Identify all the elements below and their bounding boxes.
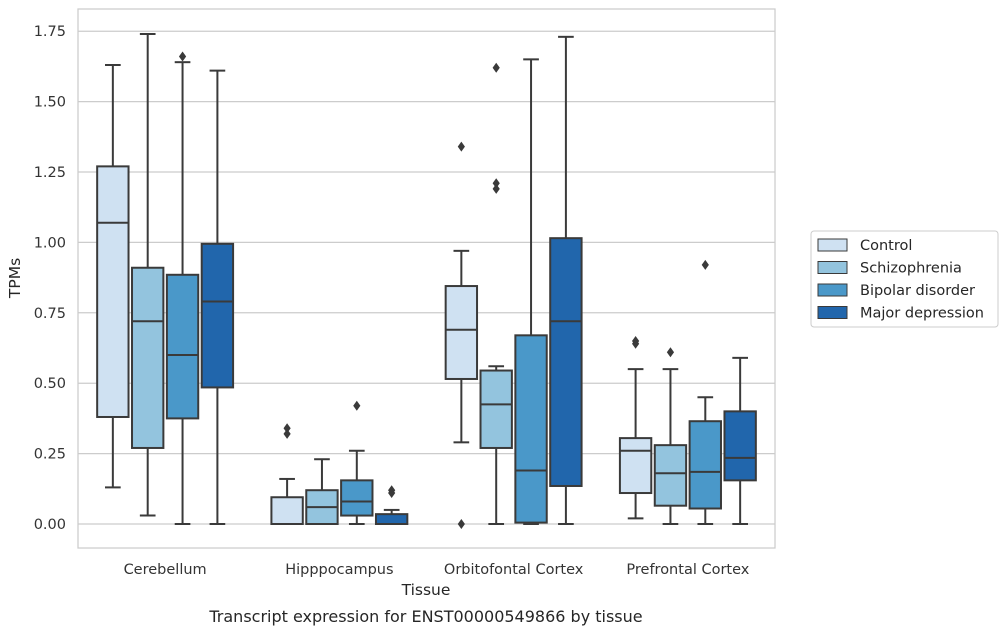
outlier-point [666, 347, 675, 358]
box-control-hipppocampus [270, 423, 304, 525]
plot-frame [77, 8, 776, 549]
legend-swatch [817, 261, 848, 274]
legend-swatch [817, 283, 848, 297]
box-schizophrenia-cerebellum [131, 33, 165, 517]
outlier-point [353, 400, 361, 411]
box-iqr [514, 334, 548, 524]
x-axis-label: Tissue [401, 581, 451, 599]
box-schizophrenia-orbitofontal-cortex [479, 62, 513, 525]
box-iqr [618, 437, 653, 495]
chart-caption: Transcript expression for ENST0000054986… [208, 607, 642, 626]
y-tick-labels: 0.00 0.25 0.50 0.75 1.00 1.25 1.50 1.75 [34, 24, 66, 533]
legend-label: Control [860, 238, 912, 254]
box-bipolar-disorder-orbitofontal-cortex [514, 58, 548, 525]
outlier-point [492, 178, 500, 189]
x-tick-label: Hipppocampus [285, 562, 393, 578]
box-iqr [131, 266, 165, 449]
box-iqr [200, 242, 235, 389]
y-tick-label: 1.50 [34, 95, 66, 111]
outlier-point [632, 335, 640, 346]
box-iqr [479, 369, 513, 449]
box-schizophrenia-prefrontal-cortex [653, 347, 688, 525]
box-iqr [653, 444, 688, 507]
box-iqr [549, 237, 583, 487]
box-control-cerebellum [96, 63, 130, 489]
y-tick-label: 0.50 [34, 376, 66, 392]
box-iqr [688, 420, 722, 510]
box-major-depression-hipppocampus [374, 485, 409, 525]
box-iqr [270, 496, 304, 525]
x-tick-label: Cerebellum [124, 562, 207, 578]
legend-swatch [817, 306, 848, 319]
outlier-point [492, 62, 500, 73]
legend: Control Schizophrenia Bipolar disorder Majo… [810, 230, 999, 328]
y-tick-label: 0.75 [34, 306, 66, 322]
outlier-point [283, 423, 291, 434]
box-bipolar-disorder-prefrontal-cortex [688, 259, 722, 525]
box-control-orbitofontal-cortex [444, 141, 479, 529]
legend-frame [810, 230, 999, 328]
outlier-point [492, 183, 500, 194]
box-major-depression-orbitofontal-cortex [549, 35, 583, 525]
outlier-point [388, 485, 396, 496]
outlier-point [457, 519, 465, 529]
box-iqr [165, 273, 200, 420]
x-tick-label: Prefrontal Cortex [626, 562, 749, 578]
legend-label: Bipolar disorder [860, 283, 975, 299]
box-major-depression-prefrontal-cortex [723, 356, 757, 525]
box-control-prefrontal-cortex [618, 335, 653, 520]
outlier-point [457, 141, 465, 152]
y-tick-label: 1.00 [34, 235, 66, 251]
x-tick-label: Orbitofontal Cortex [444, 562, 584, 578]
y-axis-label: TPMs [6, 258, 24, 299]
boxes [96, 33, 757, 529]
y-tick-label: 0.00 [34, 517, 66, 533]
box-bipolar-disorder-cerebellum [165, 51, 200, 525]
legend-label: Schizophrenia [860, 261, 962, 277]
box-iqr [374, 513, 409, 525]
box-iqr [340, 479, 374, 517]
y-tick-label: 1.75 [34, 24, 66, 40]
legend-swatch [817, 238, 848, 252]
x-tick-labels: Cerebellum Hipppocampus Orbitofontal Corte… [124, 562, 750, 578]
legend-label: Major depression [860, 306, 984, 322]
outlier-point [178, 51, 187, 62]
outlier-point [283, 428, 291, 439]
y-tick-label: 0.25 [34, 447, 66, 463]
box-iqr [96, 165, 130, 418]
box-major-depression-cerebellum [200, 69, 235, 525]
y-tick-label: 1.25 [34, 165, 66, 181]
box-iqr [723, 410, 757, 482]
box-schizophrenia-hipppocampus [305, 458, 339, 526]
box-iqr [444, 285, 479, 380]
outlier-point [701, 259, 709, 270]
box-bipolar-disorder-hipppocampus [340, 400, 374, 525]
